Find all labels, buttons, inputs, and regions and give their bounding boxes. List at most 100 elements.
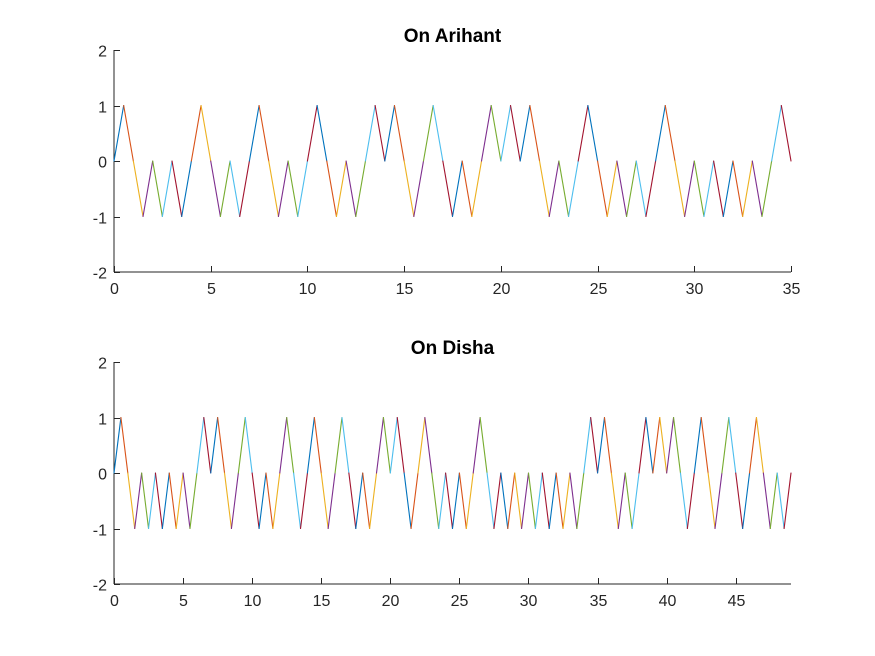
data-segment <box>316 104 328 162</box>
x-tick-label: 0 <box>110 281 119 298</box>
data-segment <box>348 472 357 530</box>
data-segment <box>396 416 405 474</box>
data-segment <box>538 160 550 218</box>
data-segment <box>248 104 260 162</box>
y-tick-label: -1 <box>93 523 107 540</box>
data-segment <box>286 416 295 474</box>
data-segment <box>432 104 444 162</box>
x-tick-label: 10 <box>244 593 262 610</box>
data-segment <box>617 472 626 530</box>
y-tick-label: 1 <box>98 100 107 117</box>
data-segment <box>384 104 396 162</box>
y-tick-label: -2 <box>93 266 107 283</box>
x-tick-label: 30 <box>520 593 538 610</box>
data-segment <box>490 104 502 162</box>
data-segment <box>190 104 202 162</box>
data-segment <box>568 160 579 218</box>
data-segment <box>471 160 483 218</box>
data-segment <box>674 160 686 218</box>
data-segment <box>735 472 744 530</box>
data-segment <box>679 472 688 530</box>
x-tick-label: 45 <box>728 593 746 610</box>
data-segment <box>461 160 473 218</box>
data-segment <box>626 160 637 218</box>
data-segment <box>362 472 371 530</box>
data-segment <box>548 472 557 530</box>
data-segment <box>521 472 530 530</box>
data-segment <box>500 472 509 530</box>
data-segment <box>721 416 730 474</box>
data-segment <box>645 416 654 474</box>
data-segment <box>700 416 709 474</box>
data-segment <box>631 472 640 530</box>
data-segment <box>742 472 751 530</box>
data-segment <box>422 104 434 162</box>
data-segment <box>664 104 676 162</box>
data-segment <box>132 160 144 218</box>
y-tick-label: 1 <box>98 412 107 429</box>
data-segment <box>445 472 454 530</box>
data-segment <box>751 160 763 218</box>
data-segment <box>219 160 231 218</box>
data-segment <box>326 160 337 218</box>
data-segment <box>479 416 488 474</box>
data-segment <box>431 472 440 530</box>
data-segment <box>529 104 541 162</box>
data-segment <box>239 160 250 218</box>
data-segment <box>769 472 778 530</box>
data-segment <box>382 416 391 474</box>
data-segment <box>210 160 221 218</box>
data-segment <box>514 472 523 530</box>
data-segment <box>500 104 512 162</box>
data-segment <box>168 472 177 530</box>
data-segment <box>181 160 192 218</box>
data-segment <box>451 160 463 218</box>
data-segment <box>465 472 474 530</box>
data-segment <box>355 472 364 530</box>
data-segment <box>714 472 723 530</box>
data-segment <box>306 416 315 474</box>
data-segment <box>154 472 163 530</box>
data-segment <box>142 160 154 218</box>
data-segment <box>230 472 239 530</box>
data-segment <box>265 472 274 530</box>
data-segment <box>519 104 531 162</box>
data-segment <box>486 472 495 530</box>
data-segment <box>217 416 226 474</box>
x-tick-label: 15 <box>313 593 331 610</box>
x-tick-label: 15 <box>396 281 414 298</box>
data-segment <box>244 416 253 474</box>
data-segment <box>472 416 481 474</box>
data-segment <box>200 104 212 162</box>
data-segment <box>113 416 122 474</box>
data-segment <box>210 416 219 474</box>
chart-title: On Arihant <box>404 26 502 47</box>
x-tick-label: 35 <box>590 593 608 610</box>
y-tick-label: 2 <box>98 356 107 373</box>
data-segment <box>389 416 398 474</box>
data-segment <box>558 160 570 218</box>
y-tick-label: 2 <box>98 44 107 61</box>
data-segment <box>507 472 516 530</box>
data-segment <box>732 160 744 218</box>
x-tick-label: 5 <box>179 593 188 610</box>
data-segment <box>583 416 592 474</box>
y-tick-label: 0 <box>98 155 107 172</box>
data-segment <box>320 472 329 530</box>
data-segment <box>268 160 279 218</box>
data-segment <box>403 472 412 530</box>
data-segment <box>569 472 578 530</box>
data-segment <box>659 416 668 474</box>
data-segment <box>541 472 550 530</box>
data-segment <box>297 160 308 218</box>
data-segment <box>287 160 299 218</box>
data-segment <box>251 472 260 530</box>
data-segment <box>341 416 350 474</box>
data-segment <box>306 104 318 162</box>
chart-title: On Disha <box>411 338 495 359</box>
data-segment <box>147 472 156 530</box>
x-tick-label: 30 <box>686 281 704 298</box>
